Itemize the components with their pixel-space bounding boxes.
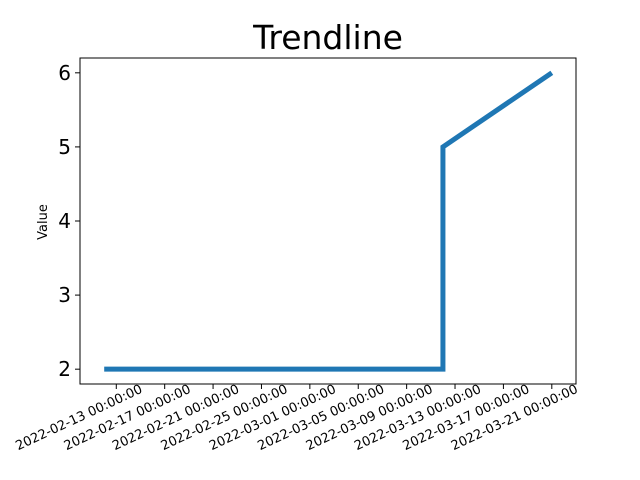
y-tick-label: 6 <box>58 61 71 85</box>
plot-area <box>104 70 554 372</box>
y-tick-label: 3 <box>58 283 71 307</box>
y-tick-label: 5 <box>58 135 71 159</box>
y-tick-label: 2 <box>58 357 71 381</box>
axes-frame <box>79 57 577 385</box>
y-tick-label: 4 <box>58 209 71 233</box>
chart-title: Trendline <box>252 18 403 57</box>
series-line-0 <box>104 70 554 372</box>
y-axis-label: Value <box>36 204 51 240</box>
